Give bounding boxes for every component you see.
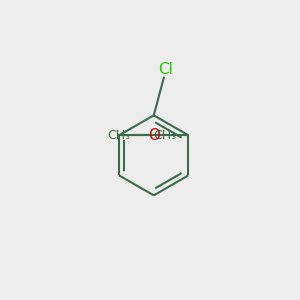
Text: O: O xyxy=(148,128,160,143)
Text: CH₃: CH₃ xyxy=(154,129,177,142)
Text: CH₃: CH₃ xyxy=(107,129,130,142)
Text: Cl: Cl xyxy=(158,62,173,77)
